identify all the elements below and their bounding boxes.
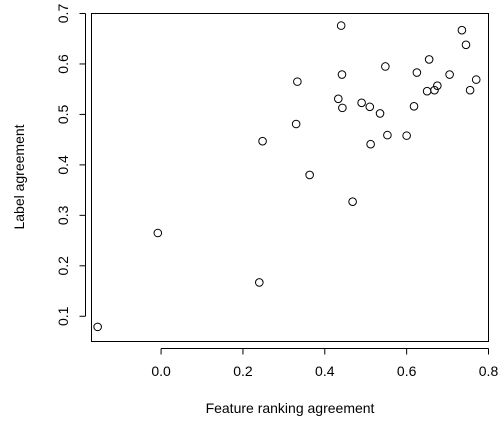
data-point [305,170,314,180]
data-point [255,278,264,287]
y-tick-label: 0.4 [55,155,71,175]
data-point [457,25,467,35]
data-point [293,77,302,86]
x-tick-label: 0.8 [479,363,499,379]
data-points [93,21,481,332]
plot-area-frame [91,13,489,342]
y-axis: 0.1 0.2 0.3 0.4 0.5 0.6 0.7 [55,4,86,326]
y-tick-label: 0.5 [55,104,71,124]
data-point [402,131,411,140]
data-point [338,103,347,113]
y-tick-label: 0.7 [55,4,71,24]
data-point [153,228,163,238]
y-tick-label: 0.3 [55,205,71,225]
data-point [375,109,385,118]
data-point [471,75,481,84]
data-point [348,197,357,207]
data-point [365,102,375,112]
y-tick-label: 0.6 [55,54,71,74]
data-point [258,136,267,146]
x-axis: 0.0 0.2 0.4 0.6 0.8 [151,348,499,379]
data-point [409,102,419,111]
x-tick-label: 0.0 [151,363,171,379]
data-point [383,130,392,140]
data-point [366,139,375,149]
data-point [430,85,439,95]
data-point [461,40,471,50]
data-point [337,70,347,79]
data-point [422,86,432,96]
data-point [333,94,343,104]
x-tick-label: 0.4 [315,363,335,379]
x-tick-label: 0.2 [233,363,253,379]
data-point [357,98,366,108]
data-point [465,85,475,95]
data-point [412,68,422,77]
y-axis-title: Label agreement [11,124,27,229]
y-tick-label: 0.1 [55,306,71,326]
data-point [424,55,434,64]
data-point [291,119,301,129]
x-tick-label: 0.6 [397,363,417,379]
data-point [433,81,442,90]
data-point [336,21,346,30]
data-point [445,70,454,79]
y-tick-label: 0.2 [55,256,71,276]
data-point [93,322,102,332]
data-point [381,62,390,71]
x-axis-title: Feature ranking agreement [206,400,375,416]
